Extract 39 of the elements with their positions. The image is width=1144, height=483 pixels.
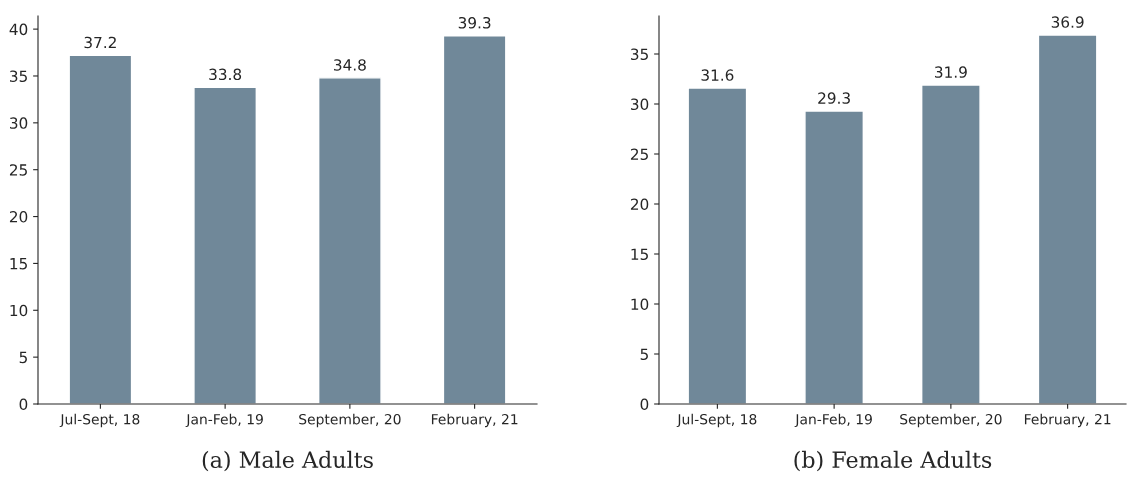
y-tick-label: 35 [10,70,27,82]
y-tick-label: 30 [631,98,649,111]
x-tick-label: Jan-Feb, 19 [185,413,263,428]
x-tick-label: Jan-Feb, 19 [794,413,872,428]
data-label: 37.2 [84,36,116,49]
text: (b) Female Adults [794,450,992,472]
data-label: 33.8 [209,68,242,81]
bar [1037,34,1098,404]
y-tick-label: 10 [10,304,28,317]
y-tick-label: 20 [630,198,649,211]
y-tick-label: 10 [631,298,649,311]
data-label: 31.9 [935,66,967,78]
x-tick-label: Jul-Sept, 18 [59,413,140,428]
y-tick-label: 25 [9,164,27,176]
x-tick-label: February, 21 [1024,413,1111,428]
data-label: 29.3 [818,92,850,104]
y-tick-label: 30 [10,117,28,129]
data-label: 39.3 [458,17,491,29]
bar [920,84,981,404]
y-tick-label: 15 [10,258,27,270]
text: (a) Male Adults [202,450,373,472]
y-tick-label: 0 [640,398,649,411]
y-tick-label: 35 [631,48,648,61]
y-tick-label: 15 [631,248,648,261]
data-label: 31.6 [701,69,734,81]
data-label: 36.9 [1051,16,1084,28]
y-tick-label: 40 [9,23,28,36]
x-tick-label: September, 20 [900,413,1002,428]
bar [804,110,865,404]
bar [687,87,748,404]
y-tick-label: 20 [9,211,28,223]
x-tick-label: September, 20 [299,413,401,428]
x-tick-label: February, 21 [431,413,518,428]
y-tick-label: 0 [19,398,28,411]
y-tick-label: 5 [19,351,27,364]
y-tick-label: 5 [640,348,648,361]
y-tick-label: 25 [630,148,648,161]
data-label: 34.8 [334,59,366,71]
x-tick-label: Jul-Sept, 18 [676,413,757,428]
